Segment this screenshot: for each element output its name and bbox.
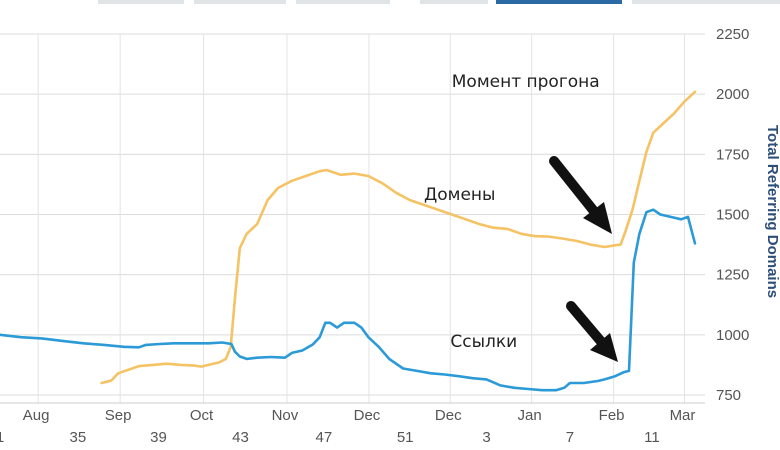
annotation-label: Момент прогона <box>452 72 600 92</box>
series-line-links <box>0 208 697 392</box>
week-label: 39 <box>150 429 167 446</box>
annotation-label: Домены <box>424 185 496 205</box>
tab-1[interactable] <box>98 0 184 4</box>
month-label: Oct <box>190 407 214 424</box>
week-label: 35 <box>69 429 86 446</box>
y-tick-label: 1250 <box>716 267 749 284</box>
annotations: Момент прогона Домены Ссылки <box>424 72 600 352</box>
tab-4[interactable] <box>420 0 488 4</box>
x-axis-labels: Aug Sep Oct Nov Dec Dec Jan Feb Mar 1 35 39 43 47 51 3 7… <box>0 407 695 446</box>
week-label: 47 <box>316 429 333 446</box>
series-lines <box>0 90 697 392</box>
week-label: 11 <box>644 429 660 446</box>
month-label: Sep <box>105 407 132 424</box>
tab-active[interactable] <box>496 0 622 4</box>
y-tick-label: 2250 <box>716 26 749 43</box>
y-axis-labels: 750 1000 1250 1500 1750 2000 2250 <box>716 26 749 404</box>
month-label: Mar <box>670 407 696 424</box>
month-label: Aug <box>23 407 50 424</box>
y-tick-label: 2000 <box>716 86 749 103</box>
month-label: Feb <box>599 407 625 424</box>
tab-3[interactable] <box>296 0 390 4</box>
tab-2[interactable] <box>194 0 286 4</box>
annotation-label: Ссылки <box>450 332 517 352</box>
arrows <box>549 156 618 362</box>
week-label: 7 <box>566 429 574 446</box>
week-label: 43 <box>232 429 249 446</box>
arrow-domains-icon <box>549 156 612 234</box>
y-axis-title: Total Referring Domains <box>764 125 780 298</box>
month-label: Nov <box>272 407 299 424</box>
y-tick-label: 1500 <box>716 207 749 224</box>
month-label: Dec <box>354 407 381 424</box>
y-tick-label: 1000 <box>716 327 749 344</box>
y-tick-label: 1750 <box>716 146 749 163</box>
month-label: Jan <box>517 407 541 424</box>
series-line-domains <box>100 90 697 385</box>
arrow-links-icon <box>566 301 618 362</box>
tab-6[interactable] <box>632 0 780 4</box>
week-label: 1 <box>0 429 4 446</box>
y-tick-label: 750 <box>716 387 741 404</box>
week-label: 51 <box>397 429 414 446</box>
month-label: Dec <box>435 407 462 424</box>
week-label: 3 <box>482 429 490 446</box>
